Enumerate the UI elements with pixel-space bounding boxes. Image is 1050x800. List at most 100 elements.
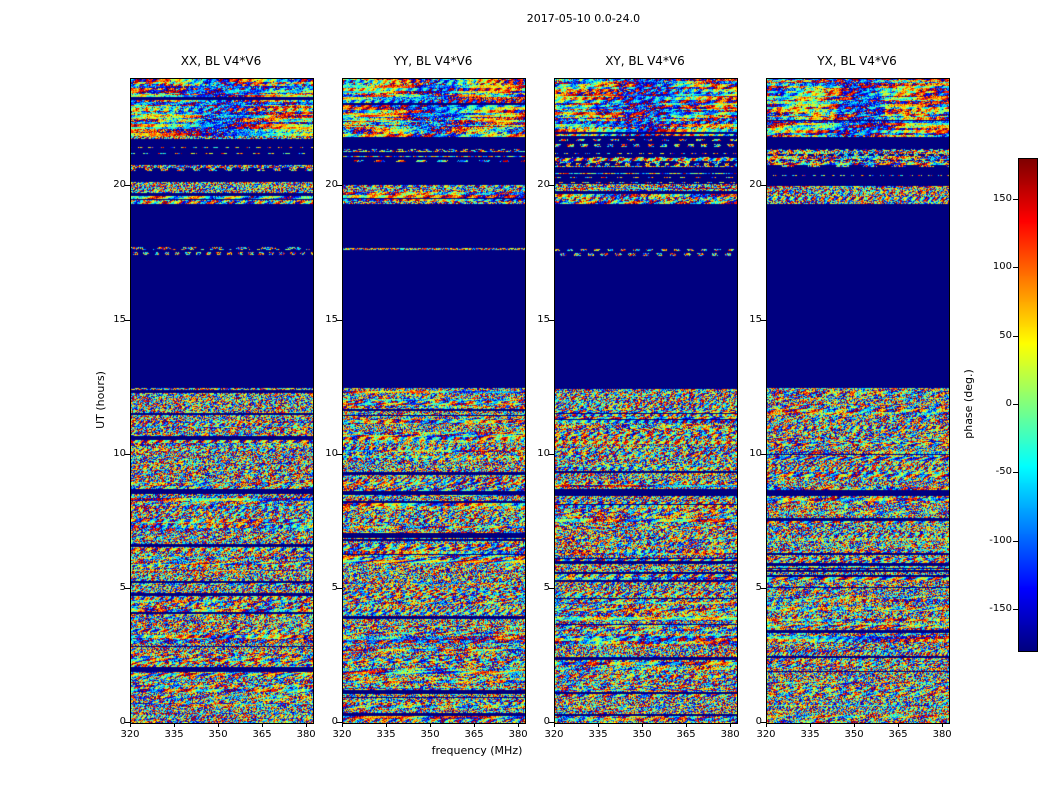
x-tick-label: 350 <box>420 729 440 740</box>
y-tick-label: 5 <box>755 581 762 593</box>
x-tick-label: 320 <box>544 729 564 740</box>
y-tick-label: 20 <box>113 179 126 191</box>
colorbar-tick-label: 100 <box>992 261 1012 273</box>
x-tick-label: 380 <box>932 729 952 740</box>
heatmap-panel-yy <box>342 78 526 724</box>
x-tick <box>810 723 812 727</box>
y-tick <box>761 319 766 321</box>
x-tick <box>642 723 644 727</box>
colorbar-tick-label: 0 <box>1005 398 1012 409</box>
y-tick-label: 10 <box>537 447 550 459</box>
colorbar-canvas <box>1019 159 1037 651</box>
x-tick-label: 335 <box>588 729 608 740</box>
y-tick <box>337 453 342 455</box>
y-tick-label: 15 <box>113 313 126 325</box>
x-tick <box>174 723 176 727</box>
x-tick-label: 335 <box>376 729 396 740</box>
y-tick <box>549 185 554 187</box>
heatmap-canvas-yy <box>343 79 525 723</box>
x-tick-label: 380 <box>508 729 528 740</box>
colorbar-tick-label: -100 <box>989 534 1012 546</box>
colorbar-tick <box>1013 404 1018 405</box>
x-tick <box>306 723 308 727</box>
x-tick <box>130 723 131 727</box>
x-tick <box>474 723 476 727</box>
x-tick <box>730 723 732 727</box>
x-tick <box>898 723 900 727</box>
x-tick-label: 335 <box>164 729 184 740</box>
y-tick-label: 10 <box>325 447 338 459</box>
x-tick <box>854 723 856 727</box>
y-tick <box>761 185 766 187</box>
x-tick-label: 365 <box>252 729 272 740</box>
y-tick <box>761 587 766 589</box>
x-tick-label: 350 <box>844 729 864 740</box>
x-tick <box>218 723 220 727</box>
colorbar-tick <box>1013 267 1018 269</box>
y-tick <box>337 722 342 723</box>
y-tick <box>125 453 130 455</box>
x-tick <box>430 723 432 727</box>
y-tick-label: 20 <box>537 179 550 191</box>
y-tick-label: 0 <box>331 716 338 727</box>
y-tick <box>125 722 130 723</box>
y-tick <box>125 185 130 187</box>
x-tick-label: 320 <box>756 729 776 740</box>
x-tick <box>554 723 555 727</box>
y-tick <box>337 587 342 589</box>
x-tick <box>262 723 264 727</box>
colorbar-tick-label: 50 <box>999 329 1012 341</box>
heatmap-panel-xy <box>554 78 738 724</box>
y-axis-label: UT (hours) <box>94 371 107 429</box>
x-tick <box>766 723 767 727</box>
y-tick-label: 20 <box>325 179 338 191</box>
y-tick-label: 0 <box>755 716 762 727</box>
colorbar-tick <box>1013 540 1018 542</box>
y-tick <box>125 319 130 321</box>
y-tick-label: 0 <box>119 716 126 727</box>
y-tick <box>549 319 554 321</box>
x-tick-label: 365 <box>464 729 484 740</box>
x-tick-label: 350 <box>208 729 228 740</box>
y-tick <box>549 722 554 723</box>
y-tick-label: 5 <box>119 581 126 593</box>
x-tick-label: 365 <box>676 729 696 740</box>
y-tick <box>549 587 554 589</box>
y-tick <box>337 185 342 187</box>
x-tick-label: 380 <box>296 729 316 740</box>
figure-title: 2017-05-10 0.0-24.0 <box>526 12 641 25</box>
colorbar-tick-label: -150 <box>989 603 1012 614</box>
heatmap-canvas-xy <box>555 79 737 723</box>
panel-title-yx: YX, BL V4*V6 <box>817 54 897 68</box>
y-tick-label: 15 <box>537 313 550 325</box>
y-tick-label: 10 <box>749 447 762 459</box>
colorbar-tick <box>1013 199 1018 200</box>
colorbar-tick-label: 150 <box>992 193 1012 204</box>
colorbar-label: phase (deg.) <box>962 369 975 439</box>
colorbar <box>1018 158 1038 652</box>
panel-title-yy: YY, BL V4*V6 <box>393 54 473 68</box>
x-tick-label: 365 <box>888 729 908 740</box>
y-tick <box>549 453 554 455</box>
x-tick <box>342 723 343 727</box>
heatmap-panel-xx <box>130 78 314 724</box>
x-tick <box>518 723 520 727</box>
y-tick <box>761 453 766 455</box>
colorbar-tick <box>1013 335 1018 337</box>
y-tick-label: 20 <box>749 179 762 191</box>
y-tick-label: 15 <box>325 313 338 325</box>
x-tick-label: 320 <box>120 729 140 740</box>
heatmap-canvas-xx <box>131 79 313 723</box>
x-tick <box>942 723 944 727</box>
panel-title-xx: XX, BL V4*V6 <box>180 54 262 68</box>
x-axis-label: frequency (MHz) <box>431 744 523 757</box>
y-tick <box>125 587 130 589</box>
heatmap-canvas-yx <box>767 79 949 723</box>
colorbar-tick <box>1013 472 1018 474</box>
x-tick-label: 320 <box>332 729 352 740</box>
colorbar-tick <box>1013 609 1018 610</box>
y-tick <box>337 319 342 321</box>
panel-title-xy: XY, BL V4*V6 <box>605 54 685 68</box>
x-tick <box>686 723 688 727</box>
